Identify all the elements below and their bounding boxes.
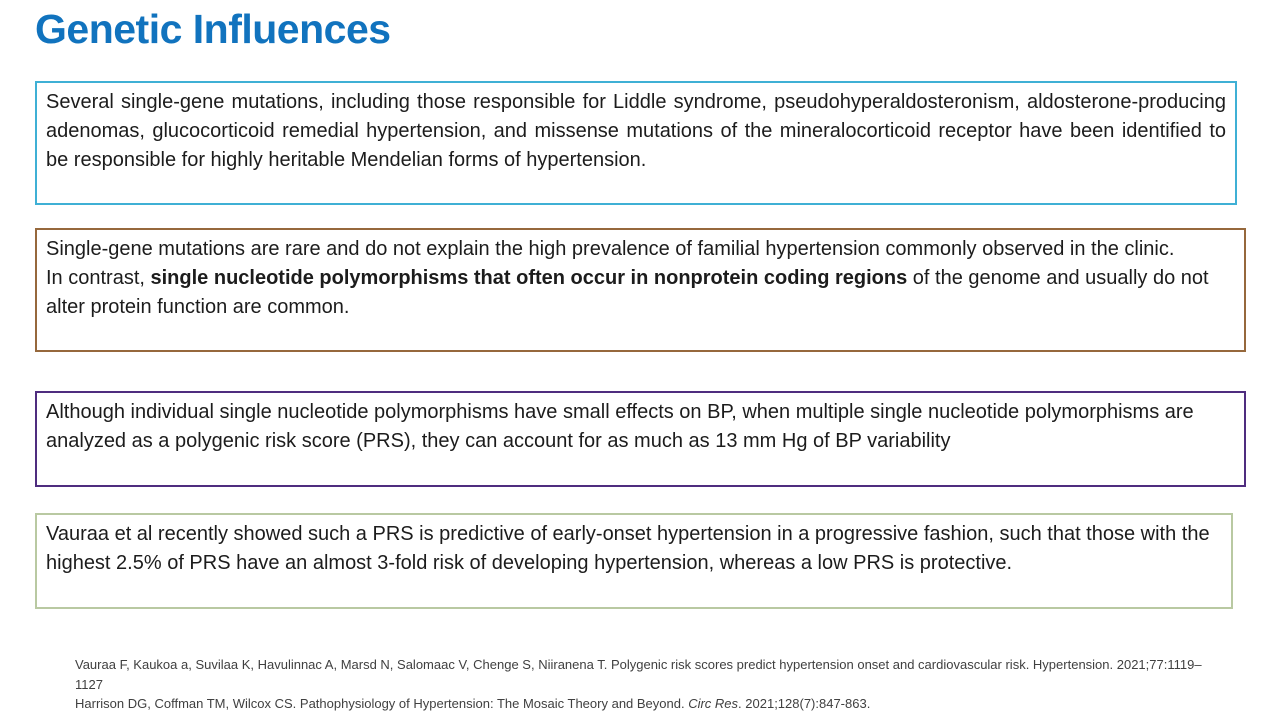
- text-segment: Vauraa et al recently showed such a PRS …: [46, 523, 1210, 574]
- text-box-content: Several single-gene mutations, including…: [46, 88, 1226, 175]
- text-segment: Single-gene mutations are rare and do no…: [46, 238, 1175, 289]
- text-segment: of the genome and usually do not alter p…: [46, 267, 1209, 318]
- text-segment: Several single-gene mutations, including…: [46, 91, 1226, 171]
- text-box-content: Although individual single nucleotide po…: [46, 398, 1235, 456]
- references-block: Vauraa F, Kaukoa a, Suvilaa K, Havulinna…: [75, 655, 1225, 714]
- reference-citation: Harrison DG, Coffman TM, Wilcox CS. Path…: [75, 694, 1225, 714]
- text-box-content: Vauraa et al recently showed such a PRS …: [46, 520, 1222, 578]
- journal-name-italic: Circ Res: [688, 696, 739, 711]
- text-box-single-nucleotide-polymorphisms-box: Single-gene mutations are rare and do no…: [35, 228, 1246, 352]
- citation-text: . 2021;128(7):847-863.: [738, 696, 871, 711]
- text-box-polygenic-risk-score-box: Although individual single nucleotide po…: [35, 391, 1246, 487]
- text-box-prs-predictive-box: Vauraa et al recently showed such a PRS …: [35, 513, 1233, 609]
- page-title: Genetic Influences: [35, 6, 391, 52]
- citation-text: Harrison DG, Coffman TM, Wilcox CS. Path…: [75, 696, 689, 711]
- bold-text-segment: single nucleotide polymorphisms that oft…: [150, 267, 908, 289]
- text-box-mendelian-mutations-box: Several single-gene mutations, including…: [35, 81, 1237, 205]
- text-segment: Although individual single nucleotide po…: [46, 401, 1194, 452]
- text-box-content: Single-gene mutations are rare and do no…: [46, 235, 1235, 322]
- citation-text: Vauraa F, Kaukoa a, Suvilaa K, Havulinna…: [75, 657, 1202, 692]
- reference-citation: Vauraa F, Kaukoa a, Suvilaa K, Havulinna…: [75, 655, 1225, 694]
